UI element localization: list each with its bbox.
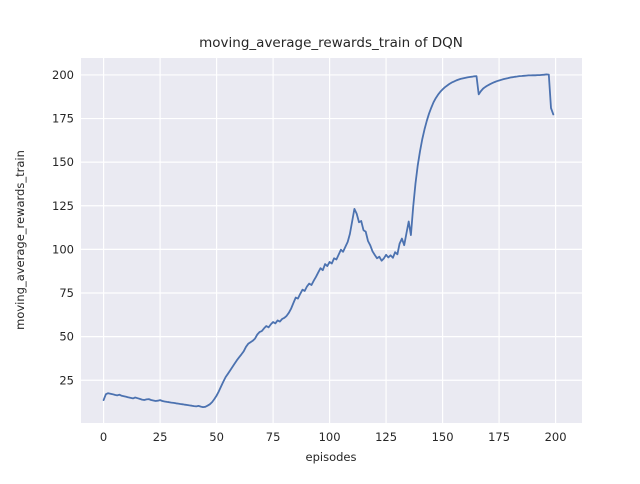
x-tick-labels: 0 25 50 75 100 125 150 175 200 bbox=[100, 430, 567, 444]
chart-title: moving_average_rewards_train of DQN bbox=[199, 35, 463, 51]
plot-area bbox=[81, 58, 582, 423]
y-tick-label: 75 bbox=[59, 286, 74, 300]
reward-line bbox=[102, 73, 555, 409]
y-tick-label: 150 bbox=[52, 155, 74, 169]
x-axis-label: episodes bbox=[306, 450, 357, 464]
x-tick-label: 75 bbox=[266, 430, 281, 444]
x-tick-label: 125 bbox=[375, 430, 397, 444]
y-tick-label: 125 bbox=[52, 199, 74, 213]
y-tick-labels: 25 50 75 100 125 150 175 200 bbox=[52, 68, 74, 387]
y-tick-label: 200 bbox=[52, 68, 74, 82]
line-series bbox=[102, 73, 555, 409]
gridlines bbox=[81, 58, 582, 423]
x-tick-label: 150 bbox=[432, 430, 454, 444]
y-axis-label: moving_average_rewards_train bbox=[13, 150, 27, 330]
x-tick-label: 175 bbox=[488, 430, 510, 444]
x-tick-label: 0 bbox=[100, 430, 107, 444]
x-tick-label: 100 bbox=[319, 430, 341, 444]
x-tick-label: 25 bbox=[153, 430, 168, 444]
y-tick-label: 50 bbox=[59, 330, 74, 344]
x-tick-label: 50 bbox=[209, 430, 224, 444]
y-tick-label: 100 bbox=[52, 242, 74, 256]
y-tick-label: 175 bbox=[52, 112, 74, 126]
x-tick-label: 200 bbox=[545, 430, 567, 444]
y-tick-label: 25 bbox=[59, 373, 74, 387]
